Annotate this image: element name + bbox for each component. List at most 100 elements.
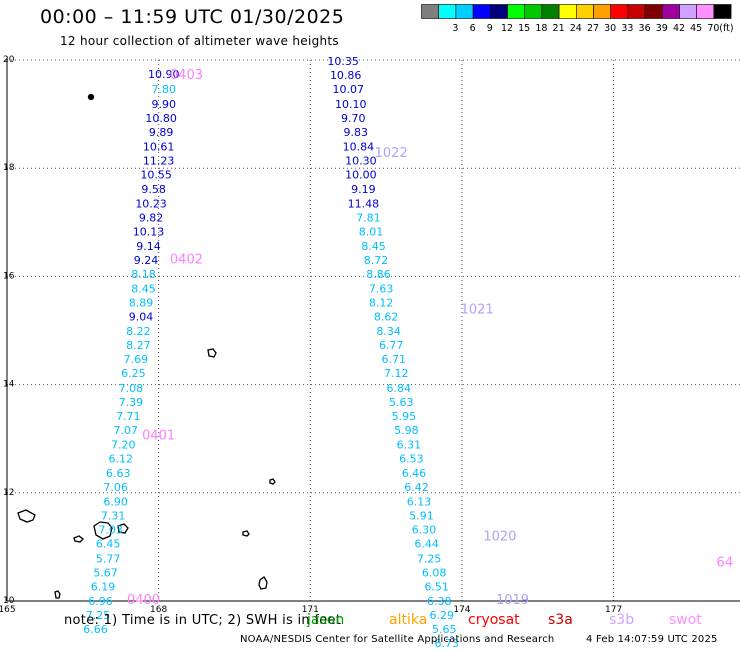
wave-height-value: 10.55	[140, 169, 172, 182]
wave-height-value: 7.31	[101, 510, 126, 523]
island	[93, 521, 113, 540]
wave-height-value: 6.71	[381, 353, 406, 366]
wave-height-value: 6.90	[103, 495, 128, 508]
wave-height-value: 6.84	[387, 382, 412, 395]
legend-tick-label: 45	[690, 23, 702, 34]
y-tick-label: 10	[3, 596, 15, 606]
island	[269, 478, 276, 485]
pass-label: 64	[717, 556, 734, 571]
wave-height-value: 8.45	[131, 282, 156, 295]
wave-height-value: 8.45	[361, 240, 386, 253]
wave-height-value: 6.73	[435, 637, 460, 650]
satellite-label: s3a	[548, 612, 573, 628]
pass-label: 0402	[170, 253, 203, 268]
wave-height-value: 6.30	[412, 524, 437, 537]
x-tick-label: 171	[302, 605, 319, 615]
wave-height-value: 8.34	[376, 325, 401, 338]
chart-title: 00:00 – 11:59 UTC 01/30/2025	[40, 6, 345, 28]
wave-height-value: 9.90	[151, 98, 176, 111]
wave-height-value: 7.03	[98, 524, 123, 537]
wave-height-value: 9.89	[149, 126, 174, 139]
wave-height-value: 8.01	[359, 225, 384, 238]
wave-height-value: 10.13	[133, 225, 165, 238]
wave-height-value: 10.07	[332, 83, 364, 96]
wave-height-value: 7.06	[103, 481, 128, 494]
wave-height-value: 6.13	[407, 495, 432, 508]
island	[87, 93, 95, 101]
wave-height-value: 6.25	[121, 367, 146, 380]
wave-height-value: 10.23	[135, 197, 167, 210]
legend-tick-label: 33	[621, 23, 633, 34]
wave-height-value: 10.84	[343, 141, 375, 154]
wave-height-value: 6.12	[108, 453, 133, 466]
generated-timestamp: 4 Feb 14:07:59 UTC 2025	[586, 634, 718, 645]
island	[242, 530, 250, 537]
legend-tick-label: 3	[452, 23, 458, 34]
wave-height-value: 7.12	[384, 367, 409, 380]
wave-height-value: 6.51	[424, 580, 449, 593]
wave-height-value: 5.67	[93, 566, 118, 579]
wave-height-value: 6.77	[379, 339, 404, 352]
wave-height-value: 10.90	[148, 68, 180, 81]
wave-height-value: 7.39	[119, 396, 144, 409]
wave-height-value: 6.46	[402, 467, 427, 480]
x-tick-label: 165	[0, 605, 16, 615]
coastlines	[17, 93, 276, 599]
island	[258, 576, 268, 590]
wave-height-value: 6.53	[399, 453, 424, 466]
wave-height-value: 6.96	[88, 595, 113, 608]
legend-tick-label: 39	[656, 23, 668, 34]
wave-height-value: 7.25	[86, 609, 111, 622]
y-tick-label: 12	[3, 488, 14, 498]
x-tick-label: 174	[453, 605, 470, 615]
wave-height-value: 9.24	[134, 254, 159, 267]
wave-height-value: 6.42	[404, 481, 429, 494]
wave-height-value: 8.62	[374, 310, 399, 323]
pass-label: 0403	[170, 68, 203, 83]
wave-height-value: 10.10	[335, 98, 367, 111]
y-tick-label: 16	[3, 271, 15, 281]
legend-tick-label: 9	[487, 23, 493, 34]
island	[73, 535, 84, 543]
wave-height-value: 6.19	[91, 580, 116, 593]
wave-height-value: 8.72	[364, 254, 389, 267]
wave-height-value: 5.95	[392, 410, 417, 423]
wave-height-value: 10.80	[145, 112, 177, 125]
pass-label: 0400	[127, 593, 160, 608]
legend-tick-label: 24	[570, 23, 582, 34]
legend-tick-label: 15	[518, 23, 530, 34]
wave-height-value: 10.00	[345, 169, 377, 182]
color-legend: 3 6 9 12 15 18 21 24 27 30 33 36 39 42 45 70 (ft)	[421, 4, 734, 34]
credit-line: NOAA/NESDIS Center for Satellite Applica…	[240, 634, 555, 645]
pass-label: 1021	[461, 302, 494, 317]
wave-height-value: 7.07	[114, 424, 139, 437]
wave-height-value: 6.29	[429, 609, 454, 622]
wave-height-value: 5.98	[394, 424, 419, 437]
legend-tick-label: 42	[673, 23, 685, 34]
wave-height-value: 11.48	[348, 197, 380, 210]
wave-height-value: 10.86	[330, 69, 362, 82]
wave-height-value: 10.30	[345, 155, 377, 168]
wave-height-value: 7.20	[111, 439, 136, 452]
wave-height-value: 7.63	[369, 282, 394, 295]
wave-height-value: 6.66	[83, 623, 108, 636]
wave-height-value: 7.69	[124, 353, 149, 366]
satellite-label: jason	[307, 612, 345, 628]
wave-height-value: 5.65	[432, 623, 457, 636]
wave-height-value: 9.58	[141, 183, 166, 196]
wave-height-value: 10.61	[143, 141, 175, 154]
wave-height-value: 6.44	[414, 538, 439, 551]
y-tick-label: 18	[3, 163, 15, 173]
wave-height-value: 9.70	[341, 112, 366, 125]
wave-height-value: 8.18	[131, 268, 156, 281]
satellite-label: s3b	[609, 612, 635, 628]
legend-tick-label: 27	[587, 23, 599, 34]
y-tick-label: 14	[3, 380, 15, 390]
legend-tick-label: 30	[604, 23, 616, 34]
legend-tick-label: 6	[470, 23, 476, 34]
wave-height-value: 5.63	[389, 396, 414, 409]
wave-height-value: 9.82	[139, 211, 164, 224]
island	[17, 509, 36, 523]
wave-height-value: 9.04	[129, 310, 154, 323]
wave-height-value: 6.08	[422, 566, 447, 579]
